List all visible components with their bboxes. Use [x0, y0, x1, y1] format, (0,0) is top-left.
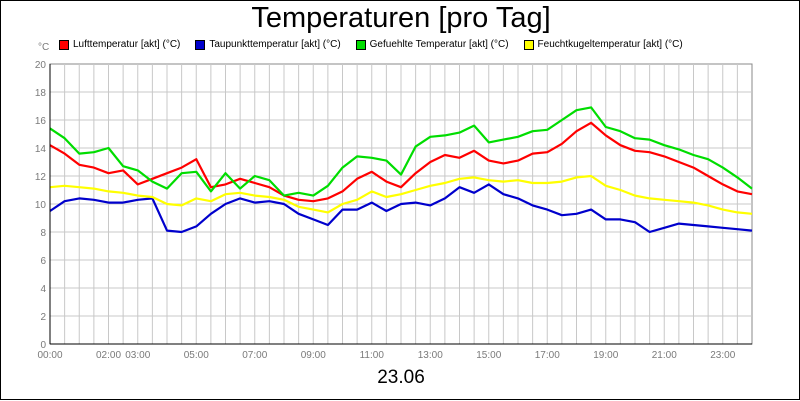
legend-label-gefuehlte-temperatur: Gefuehlte Temperatur [akt] (°C)	[369, 39, 509, 50]
legend-swatch-feuchtkugeltemperatur	[523, 39, 534, 50]
x-tick-label: 07:00	[242, 350, 267, 361]
y-axis-unit: °C	[38, 42, 50, 53]
x-tick-label: 00:00	[37, 350, 62, 361]
legend-label-lufttemperatur: Lufttemperatur [akt] (°C)	[73, 39, 181, 50]
legend-label-feuchtkugeltemperatur: Feuchtkugeltemperatur [akt] (°C)	[537, 39, 683, 50]
x-tick-label: 23:00	[710, 350, 735, 361]
y-tick-label: 2	[40, 312, 46, 323]
x-axis-ticks: 00:00 02:00 03:00 05:00 07:00 09:00 11:00 13:00…	[37, 350, 735, 361]
series-line-3	[49, 174, 753, 215]
legend-swatch-gefuehlte-temperatur	[355, 39, 366, 50]
legend: Lufttemperatur [akt] (°C) Taupunkttemper…	[59, 39, 698, 50]
x-tick-label: 05:00	[184, 350, 209, 361]
series-lines	[49, 106, 753, 234]
x-tick-label: 03:00	[125, 350, 150, 361]
x-tick-label: 11:00	[360, 350, 385, 361]
y-tick-label: 0	[40, 340, 46, 351]
series-line-0	[49, 121, 753, 203]
legend-item-feuchtkugeltemperatur: Feuchtkugeltemperatur [akt] (°C)	[523, 39, 683, 50]
y-tick-label: 4	[40, 284, 46, 295]
y-tick-label: 12	[35, 172, 47, 183]
x-tick-label: 17:00	[535, 350, 560, 361]
legend-item-lufttemperatur: Lufttemperatur [akt] (°C)	[59, 39, 180, 50]
y-tick-label: 14	[35, 144, 47, 155]
legend-label-taupunkttemperatur: Taupunkttemperatur [akt] (°C)	[209, 39, 341, 50]
x-tick-label: 13:00	[418, 350, 443, 361]
legend-item-gefuehlte-temperatur: Gefuehlte Temperatur [akt] (°C)	[355, 39, 509, 50]
series-line-2	[49, 106, 753, 197]
x-tick-label: 19:00	[593, 350, 618, 361]
y-axis-ticks: 0 2 4 6 8 10 12 14 16 18 20	[35, 60, 47, 351]
y-tick-label: 20	[35, 60, 47, 71]
x-tick-label: 15:00	[476, 350, 501, 361]
x-tick-label: 02:00	[96, 350, 121, 361]
x-tick-label: 09:00	[301, 350, 326, 361]
y-tick-label: 16	[35, 116, 47, 127]
legend-swatch-taupunkttemperatur	[195, 39, 206, 50]
y-tick-label: 18	[35, 88, 47, 99]
chart-title: Temperaturen [pro Tag]	[251, 2, 551, 34]
x-tick-label: 21:00	[652, 350, 677, 361]
y-tick-label: 8	[40, 228, 46, 239]
x-axis-label-date: 23.06	[377, 367, 425, 388]
series-line-1	[49, 183, 753, 234]
legend-item-taupunkttemperatur: Taupunkttemperatur [akt] (°C)	[195, 39, 341, 50]
grid	[50, 64, 752, 344]
y-tick-label: 10	[35, 200, 47, 211]
legend-swatch-lufttemperatur	[59, 39, 69, 50]
y-tick-label: 6	[40, 256, 46, 267]
